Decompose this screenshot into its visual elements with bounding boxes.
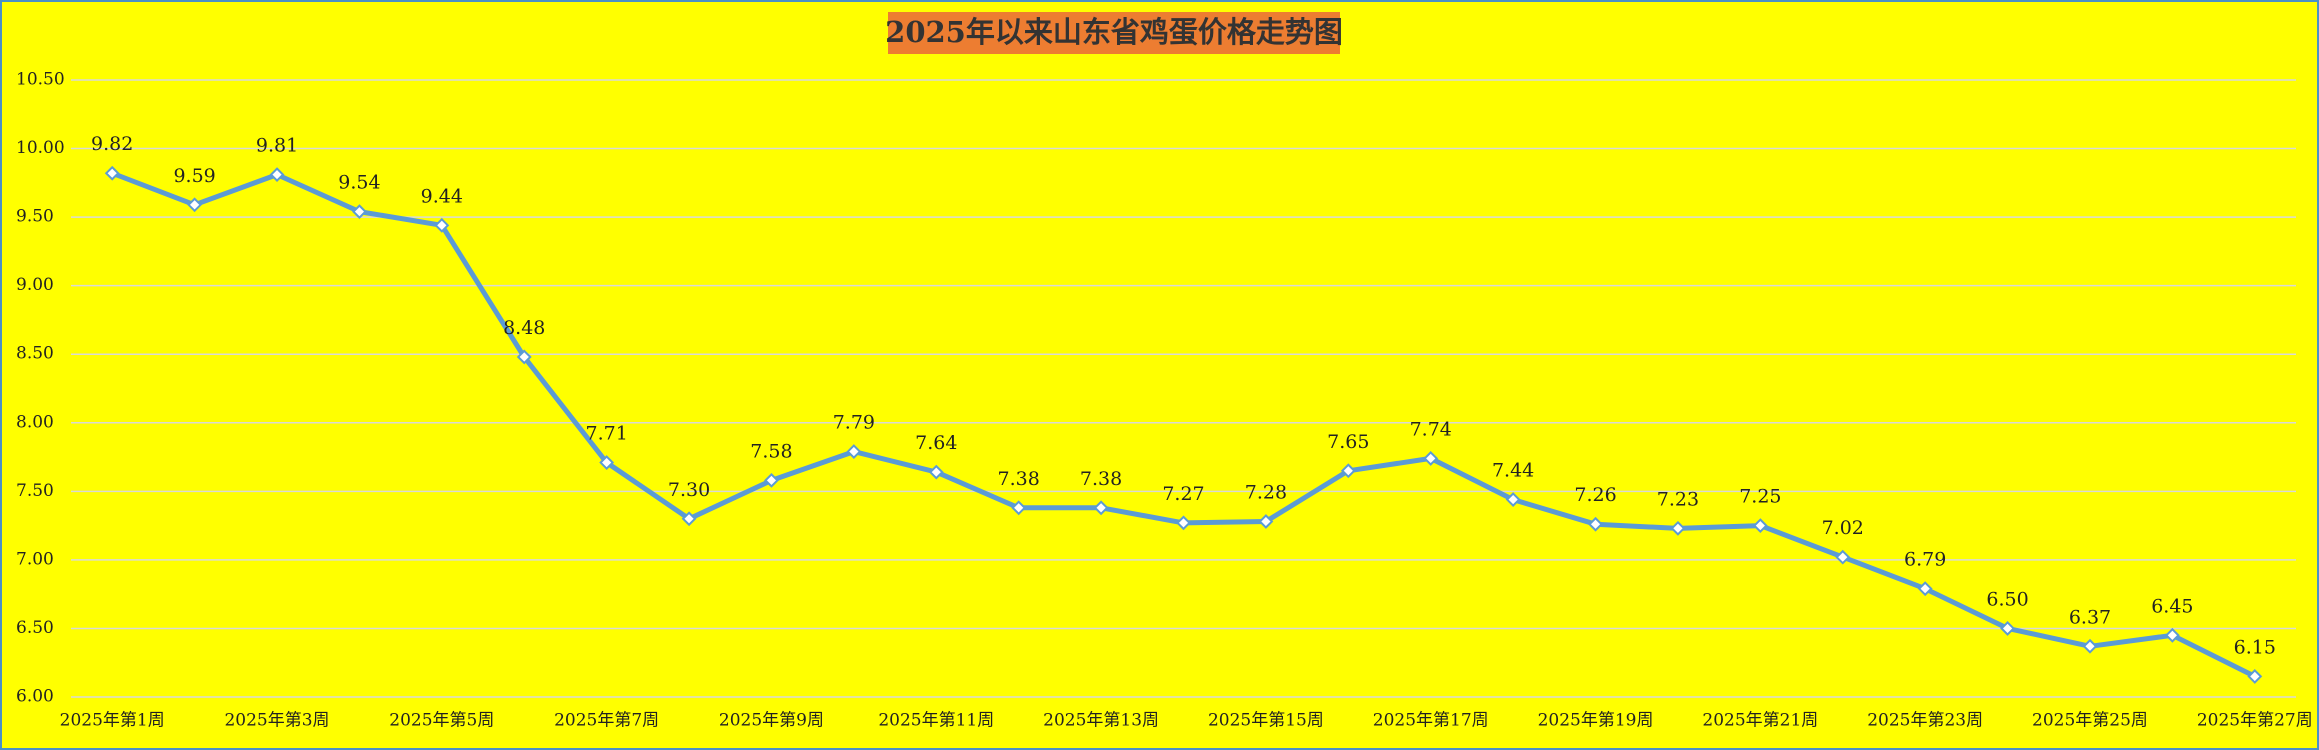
data-label: 7.28 <box>1245 481 1287 503</box>
y-tick-label: 7.00 <box>16 549 54 569</box>
data-label: 7.25 <box>1739 486 1781 508</box>
data-label: 7.64 <box>915 432 957 454</box>
data-label: 8.48 <box>503 317 545 339</box>
x-tick-label: 2025年第3周 <box>224 711 329 731</box>
x-tick-label: 2025年第27周 <box>2197 711 2313 731</box>
data-label: 7.23 <box>1657 488 1699 510</box>
data-label: 7.26 <box>1574 484 1616 506</box>
data-point <box>2164 627 2180 643</box>
x-tick-label: 2025年第13周 <box>1043 711 1159 731</box>
data-point <box>104 165 120 181</box>
data-point <box>1258 514 1274 529</box>
chart-title: 2025年以来山东省鸡蛋价格走势图 <box>885 15 1343 49</box>
data-label: 7.44 <box>1492 460 1534 482</box>
data-label: 7.71 <box>585 423 627 445</box>
y-tick-label: 8.00 <box>16 412 54 432</box>
data-point <box>269 167 285 183</box>
y-tick-label: 6.50 <box>16 618 54 638</box>
data-point <box>1917 581 1933 597</box>
data-point <box>2247 669 2263 684</box>
data-point <box>2082 638 2098 654</box>
y-tick-label: 10.50 <box>16 70 65 90</box>
data-label: 9.82 <box>91 133 133 155</box>
title-box <box>888 12 1340 54</box>
data-point <box>1505 492 1521 507</box>
y-tick-label: 10.00 <box>16 138 65 158</box>
data-point <box>764 472 779 488</box>
data-point <box>1340 463 1356 479</box>
data-point <box>1670 520 1686 536</box>
x-tick-label: 2025年第1周 <box>60 711 165 731</box>
x-tick-label: 2025年第23周 <box>1867 711 1983 731</box>
data-label: 7.79 <box>833 412 875 434</box>
data-label: 6.79 <box>1904 549 1946 571</box>
data-label: 9.81 <box>256 135 298 157</box>
y-tick-label: 9.00 <box>16 275 54 295</box>
data-label: 9.54 <box>338 172 380 194</box>
y-tick-label: 6.00 <box>16 687 54 707</box>
data-point <box>928 464 944 480</box>
data-label: 7.27 <box>1162 483 1204 505</box>
x-tick-label: 2025年第21周 <box>1702 711 1818 731</box>
data-point <box>1588 516 1603 532</box>
data-point <box>1093 500 1109 516</box>
data-label: 7.58 <box>750 440 792 462</box>
y-tick-label: 9.50 <box>16 207 54 227</box>
x-tick-label: 2025年第19周 <box>1538 711 1654 731</box>
data-label: 7.74 <box>1410 418 1452 440</box>
data-point <box>681 511 697 527</box>
data-point <box>599 455 615 470</box>
data-label: 7.02 <box>1822 517 1864 539</box>
x-tick-label: 2025年第11周 <box>878 711 994 731</box>
data-point <box>516 349 532 365</box>
data-label: 9.59 <box>173 165 215 187</box>
data-label: 7.30 <box>668 479 710 501</box>
data-point <box>187 197 203 213</box>
data-label: 6.15 <box>2234 636 2276 658</box>
data-point <box>1011 500 1027 516</box>
data-label: 9.44 <box>421 185 463 207</box>
data-label: 6.45 <box>2151 595 2193 617</box>
data-point <box>2000 621 2015 636</box>
data-point <box>846 444 862 459</box>
x-tick-label: 2025年第9周 <box>719 711 824 731</box>
data-label: 6.50 <box>1986 588 2028 610</box>
data-point <box>1423 451 1439 466</box>
x-tick-label: 2025年第17周 <box>1373 711 1489 731</box>
data-point <box>1835 549 1851 565</box>
x-tick-label: 2025年第5周 <box>389 711 494 731</box>
data-label: 6.37 <box>2069 606 2111 628</box>
data-point <box>1752 518 1768 534</box>
data-point <box>1176 515 1191 531</box>
x-tick-label: 2025年第25周 <box>2032 711 2148 731</box>
x-tick-label: 2025年第15周 <box>1208 711 1324 731</box>
data-point <box>352 204 367 220</box>
y-tick-label: 8.50 <box>16 344 54 364</box>
data-label: 7.65 <box>1327 431 1369 453</box>
x-tick-label: 2025年第7周 <box>554 711 659 731</box>
data-point <box>434 217 450 233</box>
data-label: 7.38 <box>1080 468 1122 490</box>
y-tick-label: 7.50 <box>16 481 54 501</box>
data-label: 7.38 <box>998 468 1040 490</box>
